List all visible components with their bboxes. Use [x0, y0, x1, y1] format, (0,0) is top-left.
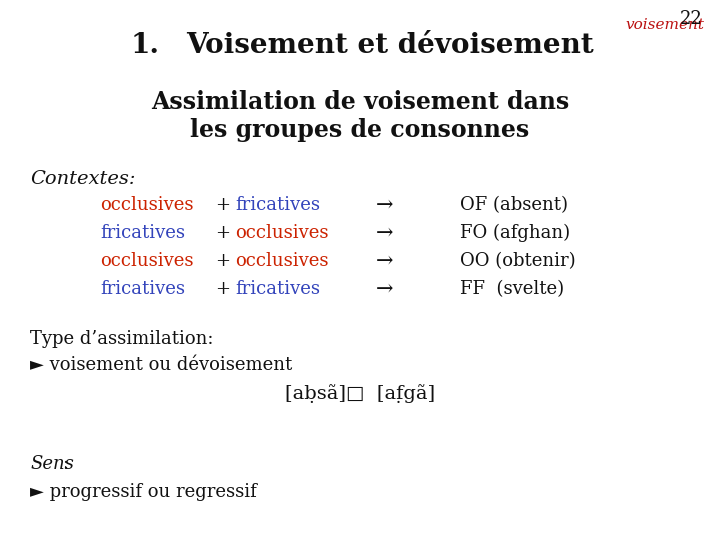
Text: +: + [215, 196, 230, 214]
Text: Sens: Sens [30, 455, 74, 473]
Text: ► progressif ou regressif: ► progressif ou regressif [30, 483, 257, 501]
Text: occlusives: occlusives [100, 252, 194, 270]
Text: Assimilation de voisement dans: Assimilation de voisement dans [151, 90, 569, 114]
Text: Voisement et dévoisement: Voisement et dévoisement [186, 32, 594, 59]
Text: →: → [377, 196, 394, 215]
Text: les groupes de consonnes: les groupes de consonnes [190, 118, 530, 142]
Text: OO (obtenir): OO (obtenir) [460, 252, 575, 270]
Text: fricatives: fricatives [235, 280, 320, 298]
Text: occlusives: occlusives [235, 252, 328, 270]
Text: fricatives: fricatives [235, 196, 320, 214]
Text: ► voisement ou dévoisement: ► voisement ou dévoisement [30, 356, 292, 374]
Text: +: + [215, 280, 230, 298]
Text: →: → [377, 252, 394, 271]
Text: fricatives: fricatives [100, 224, 185, 242]
Text: voisement: voisement [625, 18, 704, 32]
Text: Contextes:: Contextes: [30, 170, 135, 188]
Text: OF (absent): OF (absent) [460, 196, 568, 214]
Text: →: → [377, 224, 394, 243]
Text: FO (afghan): FO (afghan) [460, 224, 570, 242]
Text: :: : [62, 455, 68, 473]
Text: +: + [215, 252, 230, 270]
Text: FF  (svelte): FF (svelte) [460, 280, 564, 298]
Text: occlusives: occlusives [235, 224, 328, 242]
Text: +: + [215, 224, 230, 242]
Text: →: → [377, 280, 394, 299]
Text: Type d’assimilation:: Type d’assimilation: [30, 330, 214, 348]
Text: occlusives: occlusives [100, 196, 194, 214]
Text: fricatives: fricatives [100, 280, 185, 298]
Text: 22: 22 [680, 10, 703, 28]
Text: [aḅsã]□  [af̣gã]: [aḅsã]□ [af̣gã] [285, 384, 435, 403]
Text: 1.: 1. [130, 32, 160, 59]
